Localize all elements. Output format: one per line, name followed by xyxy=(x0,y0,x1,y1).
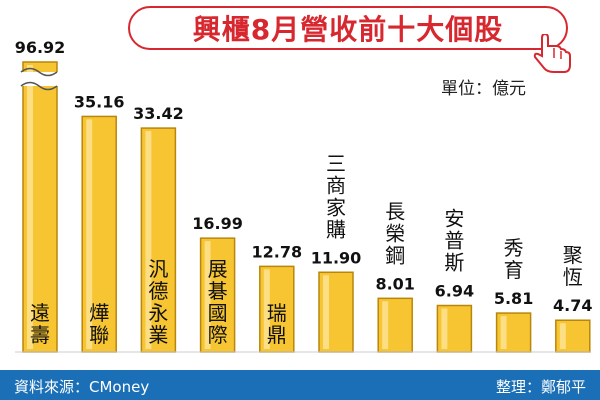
pointing-hand-icon xyxy=(533,34,571,73)
data-label: 33.42 xyxy=(133,104,184,123)
source-text: 資料來源：CMoney xyxy=(14,378,150,396)
title-banner: 興櫃8月營收前十大個股 xyxy=(128,6,568,50)
data-label: 8.01 xyxy=(375,274,414,293)
category-label: 普 xyxy=(444,229,464,253)
bar-highlight xyxy=(27,65,33,349)
footer-bar: 資料來源：CMoney 整理：鄭郁平 xyxy=(0,370,600,400)
category-label: 瑞 xyxy=(267,301,287,325)
data-label: 96.92 xyxy=(15,38,66,57)
category-label: 業 xyxy=(148,323,168,347)
data-label: 4.74 xyxy=(553,296,592,315)
bar-highlight xyxy=(263,269,270,349)
bar-highlight xyxy=(204,241,211,349)
bar-highlight xyxy=(145,131,152,349)
data-label: 6.94 xyxy=(435,282,474,301)
category-label: 購 xyxy=(326,217,346,241)
category-label: 遠 xyxy=(30,301,50,325)
category-label: 長 xyxy=(385,199,405,223)
bar-highlight xyxy=(441,308,448,349)
category-label: 秀 xyxy=(504,236,524,260)
category-label: 永 xyxy=(148,301,168,325)
category-label: 壽 xyxy=(30,323,50,347)
bar-highlight xyxy=(382,301,389,349)
data-label: 11.90 xyxy=(311,248,362,267)
category-label: 鼎 xyxy=(267,323,287,347)
axis-break-mark xyxy=(20,81,58,91)
category-label: 斯 xyxy=(444,251,464,275)
category-label: 汎 xyxy=(148,257,168,281)
category-label: 鋼 xyxy=(385,243,405,267)
unit-label: 單位：億元 xyxy=(441,79,526,99)
data-label: 16.99 xyxy=(192,214,243,233)
category-label: 碁 xyxy=(208,279,228,303)
category-label: 恆 xyxy=(563,265,583,289)
category-label: 際 xyxy=(208,323,228,347)
category-label: 育 xyxy=(504,258,524,282)
category-label: 聚 xyxy=(563,243,583,267)
category-label: 國 xyxy=(208,301,228,325)
data-label: 12.78 xyxy=(251,242,302,261)
category-label: 家 xyxy=(326,195,346,219)
data-label: 35.16 xyxy=(74,92,125,111)
bar-highlight xyxy=(323,275,329,349)
category-label: 安 xyxy=(444,207,464,231)
axis-break-mark xyxy=(20,67,58,77)
editor-text: 整理：鄭郁平 xyxy=(495,378,586,396)
category-label: 三 xyxy=(326,151,346,175)
category-label: 燁 xyxy=(89,301,109,325)
chart-title: 興櫃8月營收前十大個股 xyxy=(192,13,504,46)
category-label: 展 xyxy=(208,257,228,281)
bar-highlight xyxy=(559,323,566,349)
category-label: 聯 xyxy=(89,323,109,347)
bar-highlight xyxy=(500,316,507,349)
category-label: 商 xyxy=(326,173,346,197)
bar-highlight xyxy=(86,119,93,349)
category-label: 榮 xyxy=(385,221,405,245)
data-label: 5.81 xyxy=(494,289,533,308)
category-label: 德 xyxy=(148,279,168,303)
